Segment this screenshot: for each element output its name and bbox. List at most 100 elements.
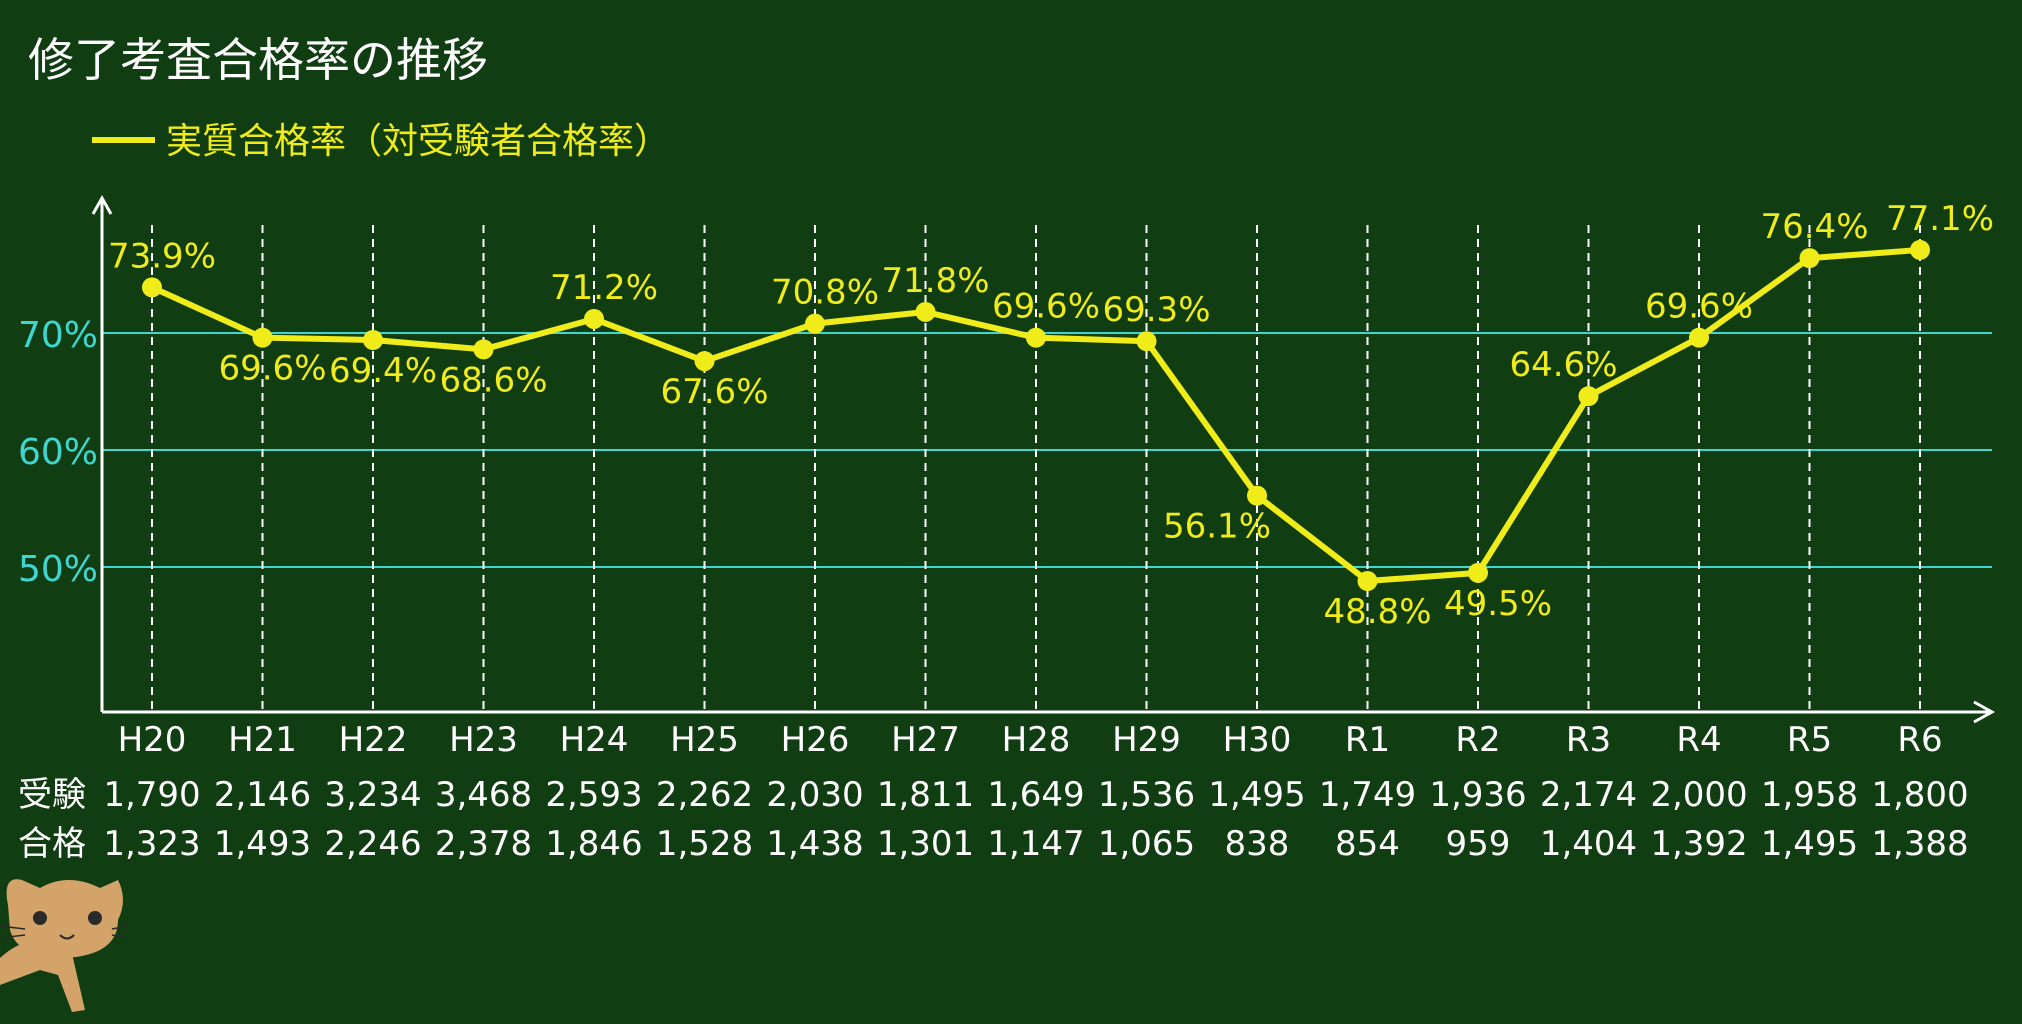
x-tick-label-H25: H25 — [670, 720, 739, 760]
data-label-H25: 67.6% — [660, 372, 768, 412]
x-axis-arrow — [1973, 700, 1996, 724]
x-tick-label-H27: H27 — [891, 720, 960, 760]
table-row-label-0: 受験 — [18, 775, 86, 815]
table-cell: 3,234 — [324, 775, 421, 815]
cat-eye-left — [33, 911, 47, 925]
data-label-H30: 56.1% — [1163, 507, 1271, 547]
table-cell: 1,790 — [103, 775, 200, 815]
data-point-H25 — [694, 351, 715, 372]
table-cell: 1,065 — [1098, 824, 1195, 864]
data-point-R6 — [1910, 239, 1930, 260]
x-tick-label-R3: R3 — [1566, 720, 1611, 760]
table-cell: 2,146 — [214, 775, 311, 815]
table-cell: 2,030 — [766, 775, 863, 815]
x-tick-label-H21: H21 — [228, 720, 297, 760]
table-cell: 2,246 — [324, 824, 421, 864]
data-label-H28: 69.6% — [992, 287, 1100, 327]
data-label-R6: 77.1% — [1886, 199, 1994, 239]
data-label-H22: 69.4% — [329, 351, 437, 391]
table-cell: 1,495 — [1761, 824, 1858, 864]
data-point-R4 — [1689, 327, 1709, 348]
x-tick-label-H26: H26 — [781, 720, 850, 760]
data-label-H20: 73.9% — [108, 236, 216, 276]
table-cell: 1,811 — [877, 775, 974, 815]
x-tick-label-H30: H30 — [1223, 720, 1292, 760]
data-label-R2: 49.5% — [1444, 584, 1552, 624]
x-tick-label-H20: H20 — [118, 720, 187, 760]
legend: 実質合格率（対受験者合格率） — [92, 121, 670, 162]
data-point-H30 — [1247, 485, 1267, 506]
table-cell: 959 — [1446, 824, 1511, 864]
table-cell: 1,749 — [1319, 775, 1416, 815]
y-tick-label-50: 50% — [18, 549, 98, 590]
data-label-R1: 48.8% — [1323, 592, 1431, 632]
x-tick-label-H28: H28 — [1002, 720, 1071, 760]
table-cell: 1,301 — [877, 824, 974, 864]
table-cell: 1,493 — [214, 824, 311, 864]
data-label-R5: 76.4% — [1760, 207, 1868, 247]
data-label-H24: 71.2% — [550, 268, 658, 308]
table-cell: 854 — [1335, 824, 1400, 864]
table-cell: 2,262 — [656, 775, 753, 815]
x-tick-label-H23: H23 — [449, 720, 518, 760]
x-tick-label-H24: H24 — [560, 720, 629, 760]
data-label-R3: 64.6% — [1509, 345, 1617, 385]
cat-eye-right — [88, 911, 102, 925]
x-tick-label-R1: R1 — [1345, 720, 1390, 760]
x-tick-labels: H20 H21 H22 H23 H24 H25 H26 H27 H28 H29 H30 R1 R2 R3 R… — [118, 720, 1943, 760]
grid: 50% 60% 70% — [18, 225, 1992, 712]
data-label-H23: 68.6% — [439, 360, 547, 400]
table-cell: 1,846 — [545, 824, 642, 864]
data-point-R5 — [1799, 248, 1820, 269]
data-point-H21 — [252, 327, 273, 348]
data-point-R3 — [1578, 386, 1599, 407]
table-cell: 2,593 — [545, 775, 642, 815]
data-point-R2 — [1468, 562, 1488, 583]
table-cell: 1,404 — [1540, 824, 1637, 864]
x-tick-label-R5: R5 — [1787, 720, 1832, 760]
chart-title: 修了考査合格率の推移 — [28, 33, 488, 87]
y-axis-arrow — [91, 194, 113, 215]
data-table: 受験 1,790 2,146 3,234 3,468 2,593 2,262 2,030 1,8… — [18, 775, 1969, 864]
data-label-H26: 70.8% — [771, 273, 879, 313]
x-tick-label-R4: R4 — [1676, 720, 1721, 760]
table-cell: 2,000 — [1650, 775, 1747, 815]
data-labels: 73.9%69.6% 69.4% 68.6%71.2%67.6%70.8% 71.8%… — [108, 199, 1994, 632]
table-cell: 1,323 — [103, 824, 200, 864]
data-label-H27: 71.8% — [881, 261, 989, 301]
cat-whiskers — [0, 925, 129, 939]
data-point-H26 — [805, 313, 825, 334]
data-point-H22 — [363, 330, 383, 351]
data-label-H21: 69.6% — [218, 349, 326, 389]
x-tick-label-H22: H22 — [339, 720, 408, 760]
table-cell: 1,147 — [987, 824, 1084, 864]
cat-head — [6, 879, 123, 958]
table-cell: 1,649 — [987, 775, 1084, 815]
table-cell: 1,438 — [766, 824, 863, 864]
table-cell: 1,958 — [1761, 775, 1858, 815]
y-tick-label-60: 60% — [18, 432, 98, 473]
table-cell: 1,936 — [1429, 775, 1526, 815]
table-cell: 3,468 — [435, 775, 532, 815]
table-cell: 2,378 — [435, 824, 532, 864]
axes — [91, 194, 1996, 724]
table-cell: 1,495 — [1208, 775, 1305, 815]
data-point-R1 — [1357, 571, 1378, 592]
table-cell: 1,536 — [1098, 775, 1195, 815]
data-point-H28 — [1026, 327, 1046, 348]
x-tick-label-H29: H29 — [1112, 720, 1181, 760]
table-cell: 1,388 — [1871, 824, 1968, 864]
cat-mouth — [59, 934, 75, 940]
data-point-H23 — [473, 339, 494, 360]
table-cell: 838 — [1225, 824, 1290, 864]
cat-mascot — [0, 879, 129, 1012]
data-point-H20 — [142, 277, 162, 298]
data-points — [142, 239, 1930, 592]
x-tick-label-R6: R6 — [1897, 720, 1942, 760]
table-row-label-1: 合格 — [18, 824, 86, 864]
data-point-H27 — [915, 301, 936, 322]
data-label-R4: 69.6% — [1645, 287, 1753, 327]
y-tick-label-70: 70% — [18, 315, 98, 356]
